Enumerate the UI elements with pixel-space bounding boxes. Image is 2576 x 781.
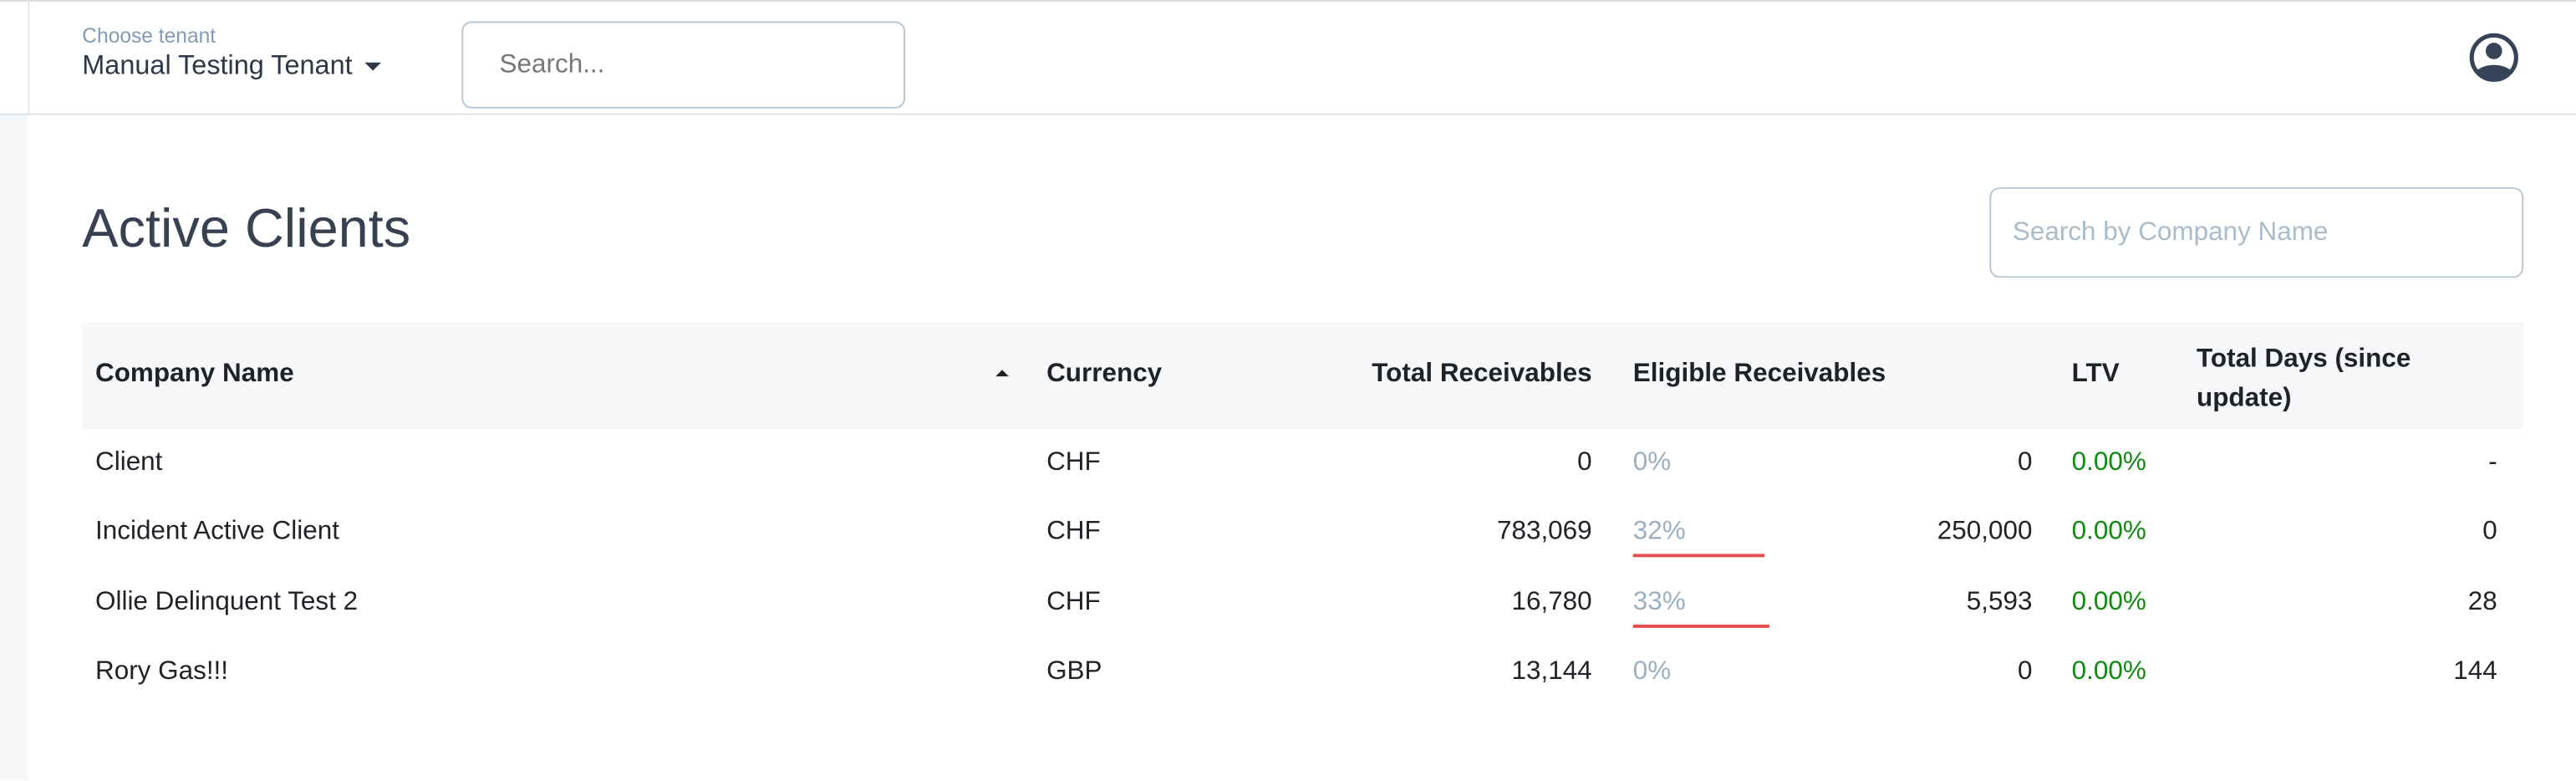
ltv-value: 0.00% [2071,448,2146,477]
column-company-name[interactable]: Company Name [95,360,294,388]
page-title: Active Clients [82,197,411,258]
currency: GBP [1046,657,1102,686]
currency: CHF [1046,448,1101,477]
table-header: Company Name Currency Total Receivables … [82,322,2524,430]
global-search-input[interactable] [461,21,906,109]
top-border [0,0,2576,2]
total-days: 0 [2482,518,2497,546]
table-row[interactable]: Rory Gas!!! GBP 13,144 0% 0 0.00% 144 [82,638,2523,707]
column-eligible-receivables[interactable]: Eligible Receivables [1632,360,1886,388]
tenant-value: Manual Testing Tenant [82,50,353,81]
currency: CHF [1046,518,1101,546]
ltv-value: 0.00% [2071,657,2146,686]
eligible-percent: 0% [1632,448,1672,477]
ltv-value: 0.00% [2071,518,2146,546]
total-receivables: 783,069 [1496,518,1592,546]
total-receivables: 13,144 [1511,657,1592,686]
ltv-value: 0.00% [2071,588,2146,617]
eligible-bar [1632,624,1769,628]
tenant-label: Choose tenant [82,24,216,48]
total-days: - [2488,448,2497,477]
currency: CHF [1046,588,1101,617]
company-search-input[interactable] [1989,187,2524,278]
table-row[interactable]: Ollie Delinquent Test 2 CHF 16,780 33% 5… [82,569,2523,638]
table-row[interactable]: Incident Active Client CHF 783,069 32% 2… [82,498,2523,568]
company-name[interactable]: Client [95,448,163,477]
total-receivables: 0 [1577,448,1592,477]
user-circle-icon[interactable] [2467,31,2520,84]
company-name[interactable]: Rory Gas!!! [95,657,229,686]
eligible-bar [1632,554,1765,558]
eligible-receivables: 0 [2017,448,2033,477]
sidebar [0,115,28,781]
sort-ascending-icon[interactable] [995,370,1009,377]
column-ltv[interactable]: LTV [2071,360,2120,388]
company-name[interactable]: Incident Active Client [95,518,339,546]
eligible-receivables: 0 [2017,657,2033,686]
eligible-percent: 0% [1632,657,1672,686]
column-total-days[interactable]: Total Days (since update) [2197,345,2411,413]
eligible-receivables: 250,000 [1937,518,2033,546]
table-row[interactable]: Client CHF 0 0% 0 0.00% - [82,429,2523,498]
total-receivables: 16,780 [1511,588,1592,617]
eligible-receivables: 5,593 [1966,588,2033,617]
eligible-percent: 33% [1632,588,1686,617]
total-days: 28 [2467,588,2497,617]
column-currency[interactable]: Currency [1046,360,1163,388]
column-total-receivables[interactable]: Total Receivables [1372,360,1592,388]
tenant-dropdown[interactable]: Manual Testing Tenant [82,50,381,82]
total-days: 144 [2453,657,2497,686]
header-divider [0,113,2576,115]
caret-down-icon [364,62,381,71]
company-name[interactable]: Ollie Delinquent Test 2 [95,588,359,617]
sidebar-divider [28,0,30,115]
eligible-percent: 32% [1632,518,1686,546]
